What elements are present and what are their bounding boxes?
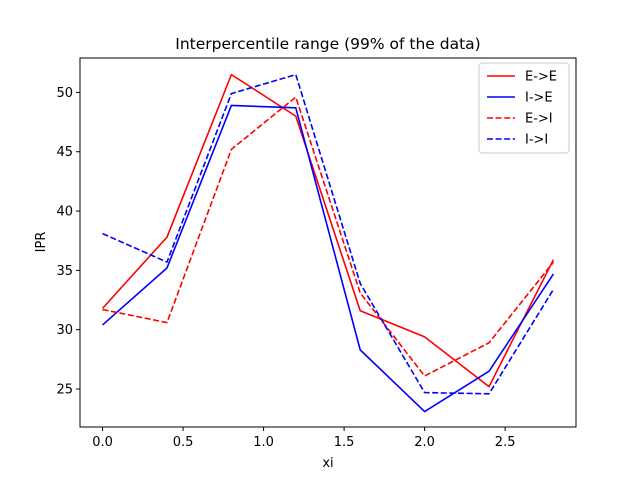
y-axis: 25 30 35 40 45 50: [56, 86, 80, 398]
series-line-2: [102, 96, 555, 377]
legend-label: I->E: [525, 91, 553, 106]
y-tick-label: 45: [56, 145, 73, 160]
y-axis-label: IPR: [34, 232, 49, 253]
legend: E->E I->E E->I I->I: [478, 62, 570, 154]
series-line-3: [102, 73, 555, 395]
legend-label: E->I: [525, 112, 553, 127]
y-tick-label: 25: [56, 383, 73, 398]
legend-box: [478, 62, 570, 154]
y-tick-label: 30: [56, 323, 73, 338]
legend-label: I->I: [525, 133, 548, 148]
y-tick-label: 35: [56, 264, 73, 279]
y-tick-label: 40: [56, 205, 73, 220]
axes-frame: [79, 57, 577, 428]
x-tick-label: 2.0: [414, 435, 435, 450]
chart-title: Interpercentile range (99% of the data): [175, 35, 480, 53]
y-tick-label: 50: [56, 86, 73, 101]
x-tick-label: 0.5: [173, 435, 194, 450]
x-tick-label: 2.5: [495, 435, 516, 450]
x-axis-label: xi: [322, 456, 333, 471]
legend-label: E->E: [525, 70, 557, 85]
plot-area: [101, 73, 555, 413]
x-tick-label: 1.0: [253, 435, 274, 450]
x-tick-label: 0.0: [92, 435, 113, 450]
x-axis: 0.0 0.5 1.0 1.5 2.0 2.5: [92, 427, 515, 450]
series-line-1: [102, 104, 555, 413]
x-tick-label: 1.5: [334, 435, 355, 450]
